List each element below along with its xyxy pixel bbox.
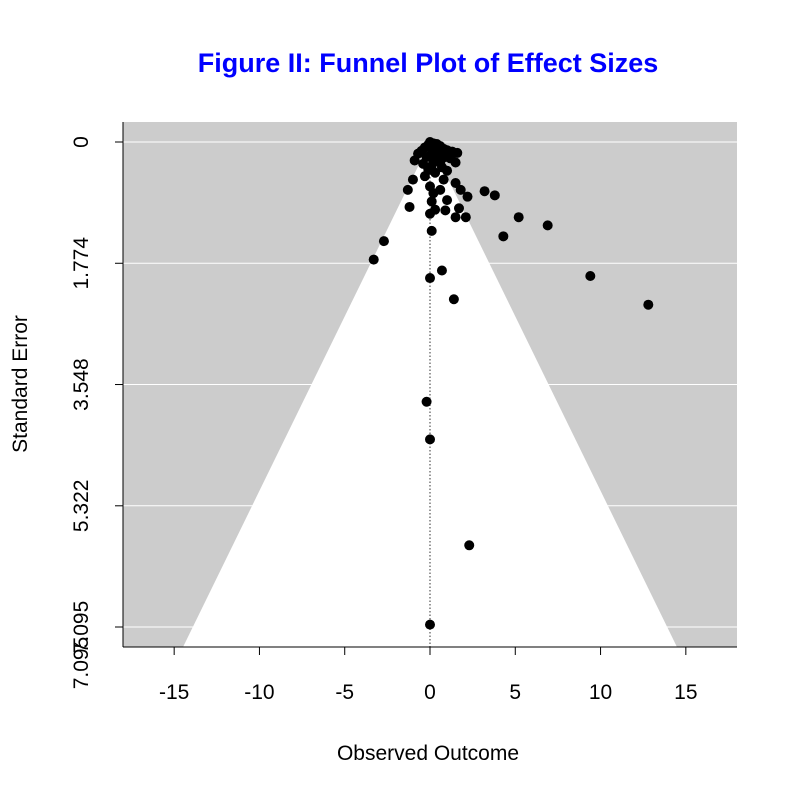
data-point-46 <box>453 203 464 214</box>
data-point-53 <box>498 231 509 242</box>
data-point-19 <box>409 155 420 166</box>
data-point-29 <box>419 171 430 182</box>
data-point-48 <box>450 212 461 223</box>
data-point-30 <box>438 174 449 185</box>
x-tick-label-4: 5 <box>509 681 521 704</box>
data-point-27 <box>442 165 453 176</box>
x-tick-label-3: 0 <box>424 681 436 704</box>
x-tick-label-0: -15 <box>159 681 189 704</box>
data-point-52 <box>426 225 437 236</box>
data-point-37 <box>455 184 466 195</box>
data-point-38 <box>462 191 473 202</box>
data-point-42 <box>442 195 453 206</box>
x-tick-label-1: -10 <box>244 681 274 704</box>
data-point-36 <box>435 184 446 195</box>
data-point-63 <box>464 540 475 551</box>
data-point-34 <box>402 184 413 195</box>
data-point-28 <box>430 167 441 178</box>
data-point-51 <box>542 220 553 231</box>
data-point-61 <box>421 396 432 407</box>
x-tick-label-2: -5 <box>335 681 354 704</box>
data-point-12 <box>452 147 463 158</box>
data-point-40 <box>489 190 500 201</box>
data-points <box>368 137 654 630</box>
data-point-60 <box>643 299 654 310</box>
y-tick-label-2: 3.548 <box>70 358 93 411</box>
data-point-22 <box>450 157 461 168</box>
data-point-62 <box>425 434 435 445</box>
data-point-64 <box>425 619 435 630</box>
y-extra-label: 7.095 <box>70 637 93 690</box>
chart-title: Figure II: Funnel Plot of Effect Sizes <box>198 48 659 78</box>
data-point-31 <box>407 174 418 185</box>
data-point-56 <box>436 265 447 276</box>
data-point-50 <box>513 212 524 223</box>
x-axis-label: Observed Outcome <box>337 742 519 765</box>
y-axis-label: Standard Error <box>9 315 32 453</box>
data-point-43 <box>404 201 415 212</box>
y-tick-label-1: 1.774 <box>70 237 93 290</box>
x-axis-ticks: -15 -10 -5 0 5 10 15 <box>159 647 698 704</box>
x-tick-label-5: 10 <box>589 681 612 704</box>
data-point-49 <box>460 212 471 223</box>
x-tick-label-6: 15 <box>674 681 697 704</box>
data-point-58 <box>585 270 596 281</box>
y-tick-label-0: 0 <box>70 136 93 148</box>
data-point-32 <box>450 178 461 189</box>
data-point-54 <box>378 236 389 247</box>
data-point-57 <box>425 273 435 284</box>
data-point-59 <box>448 294 459 305</box>
data-point-47 <box>425 208 435 219</box>
y-tick-label-4: 7.095 <box>70 601 93 654</box>
data-point-39 <box>479 186 490 197</box>
y-tick-label-3: 5.322 <box>70 480 93 533</box>
data-point-55 <box>368 254 379 265</box>
data-point-41 <box>426 196 437 207</box>
data-point-45 <box>440 205 451 216</box>
